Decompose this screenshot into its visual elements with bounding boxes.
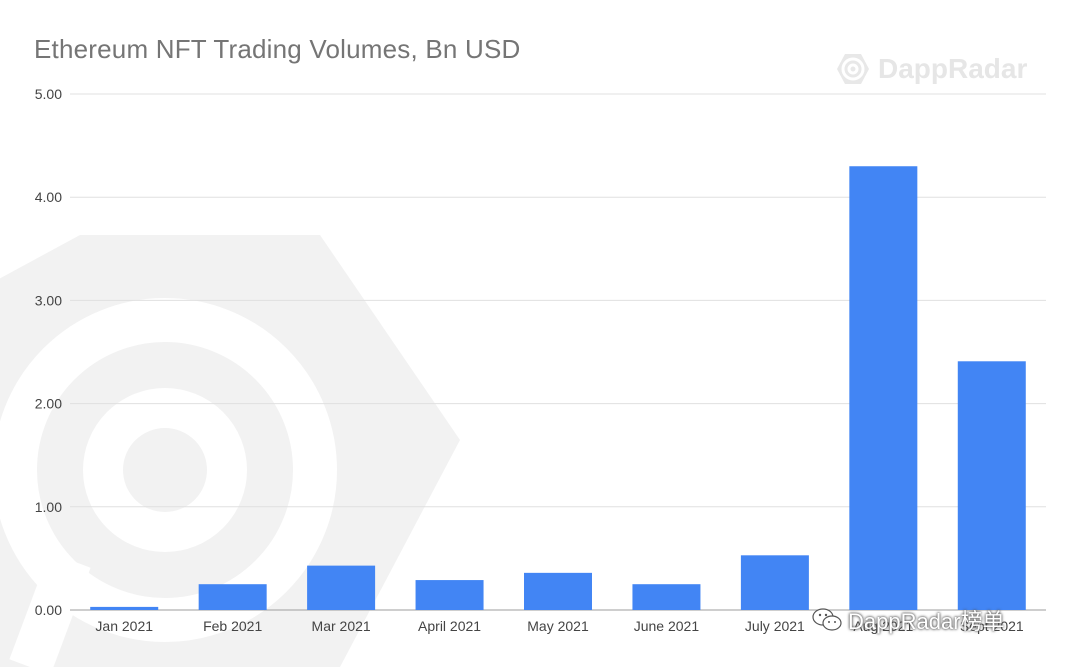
- y-tick-label: 3.00: [35, 292, 62, 308]
- y-tick-label: 1.00: [35, 499, 62, 515]
- x-tick-label: Feb 2021: [203, 618, 262, 634]
- dappradar-logo-icon: [837, 54, 869, 84]
- bar: [90, 606, 159, 610]
- wechat-icon: [812, 608, 842, 631]
- y-tick-label: 4.00: [35, 189, 62, 205]
- chart-title: Ethereum NFT Trading Volumes, Bn USD: [34, 34, 521, 64]
- x-tick-label: Jan 2021: [95, 618, 153, 634]
- bars: [90, 166, 1026, 611]
- bar: [740, 555, 809, 610]
- bar: [849, 166, 918, 611]
- x-tick-label: July 2021: [745, 618, 805, 634]
- x-tick-label: Mar 2021: [312, 618, 371, 634]
- x-tick-label: May 2021: [527, 618, 589, 634]
- y-tick-label: 0.00: [35, 602, 62, 618]
- footer-badge-text: DappRadar榜单: [848, 609, 1005, 634]
- footer-badge: DappRadar榜单: [812, 604, 1005, 636]
- x-tick-label: June 2021: [634, 618, 700, 634]
- brand-text: DappRadar: [878, 53, 1028, 84]
- bar: [307, 565, 376, 610]
- bar: [524, 572, 592, 610]
- y-tick-label: 5.00: [35, 86, 62, 102]
- watermark-logo-icon: [0, 235, 460, 672]
- bar: [198, 584, 267, 610]
- axis-labels: 0.00 1.00 2.00 3.00 4.00 5.00 Jan 2021 Feb 2021…: [35, 86, 1024, 634]
- bar: [632, 584, 701, 610]
- x-tick-label: Aug 2021: [853, 618, 913, 634]
- y-tick-label: 2.00: [35, 396, 62, 412]
- bar: [957, 361, 1026, 610]
- x-tick-label: Sept 2021: [960, 618, 1024, 634]
- x-tick-label: April 2021: [418, 618, 481, 634]
- bar: [415, 580, 484, 610]
- brand-watermark: DappRadar: [836, 52, 1027, 86]
